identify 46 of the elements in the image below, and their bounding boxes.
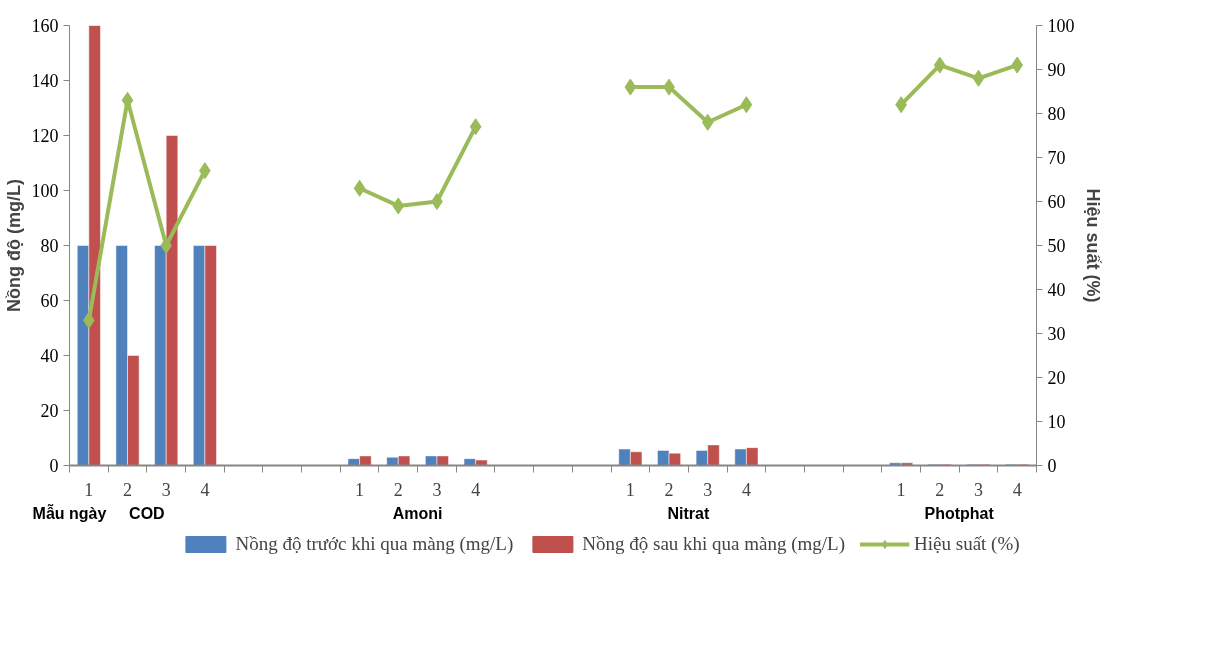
x-tick-label: 2 [664, 479, 674, 500]
x-tick-label: 3 [703, 479, 713, 500]
x-tick-label: 3 [161, 479, 171, 500]
y2-tick-label: 100 [1047, 16, 1075, 36]
y2-tick-label: 40 [1047, 280, 1066, 300]
y2-tick-label: 0 [1047, 456, 1057, 476]
text: Mẫu ngày [32, 503, 107, 522]
x-tick-label: 1 [896, 479, 906, 500]
y2-tick-label: 10 [1047, 412, 1066, 432]
y-tick-label: 120 [31, 126, 59, 146]
x-tick-label: 1 [355, 479, 365, 500]
y2-tick-label: 60 [1047, 192, 1066, 212]
y-tick-label: 20 [40, 401, 59, 421]
x-tick-label: 3 [973, 479, 983, 500]
y2-tick-label: 70 [1047, 148, 1066, 168]
x-tick-label: 1 [84, 479, 94, 500]
y2-tick-label: 30 [1047, 324, 1066, 344]
legend-label: Nồng độ trước khi qua màng (mg/L) [235, 533, 514, 555]
x-tick-label: 3 [432, 479, 442, 500]
y-tick-label: 40 [40, 346, 59, 366]
legend-label: Hiệu suất (%) [914, 533, 1020, 555]
y2-tick-label: 90 [1047, 60, 1066, 80]
y-axis-title: Nồng độ (mg/L) [3, 179, 24, 312]
text: Photphat [924, 504, 995, 522]
x-tick-label: 4 [200, 479, 210, 500]
x-tick-label: 4 [741, 479, 751, 500]
x-tick-label: 1 [625, 479, 635, 500]
y2-tick-label: 80 [1047, 104, 1066, 124]
y2-axis-title: Hiệu suất (%) [1082, 188, 1103, 303]
y-tick-label: 0 [49, 456, 59, 476]
y2-tick-label: 50 [1047, 236, 1066, 256]
y-tick-label: 60 [40, 291, 59, 311]
text: COD [129, 504, 165, 522]
y-tick-label: 140 [31, 71, 59, 91]
legend-label: Nồng độ sau khi qua màng (mg/L) [582, 533, 846, 555]
x-tick-label: 2 [123, 479, 133, 500]
y-tick-label: 160 [31, 16, 59, 36]
x-tick-label: 4 [1012, 479, 1022, 500]
x-tick-label: 2 [935, 479, 945, 500]
text: Nitrat [667, 504, 710, 522]
y-tick-label: 100 [31, 181, 59, 201]
text: Amoni [392, 504, 443, 522]
x-tick-label: 2 [393, 479, 403, 500]
y-tick-label: 80 [40, 236, 59, 256]
x-tick-label: 4 [471, 479, 481, 500]
y2-tick-label: 20 [1047, 368, 1066, 388]
